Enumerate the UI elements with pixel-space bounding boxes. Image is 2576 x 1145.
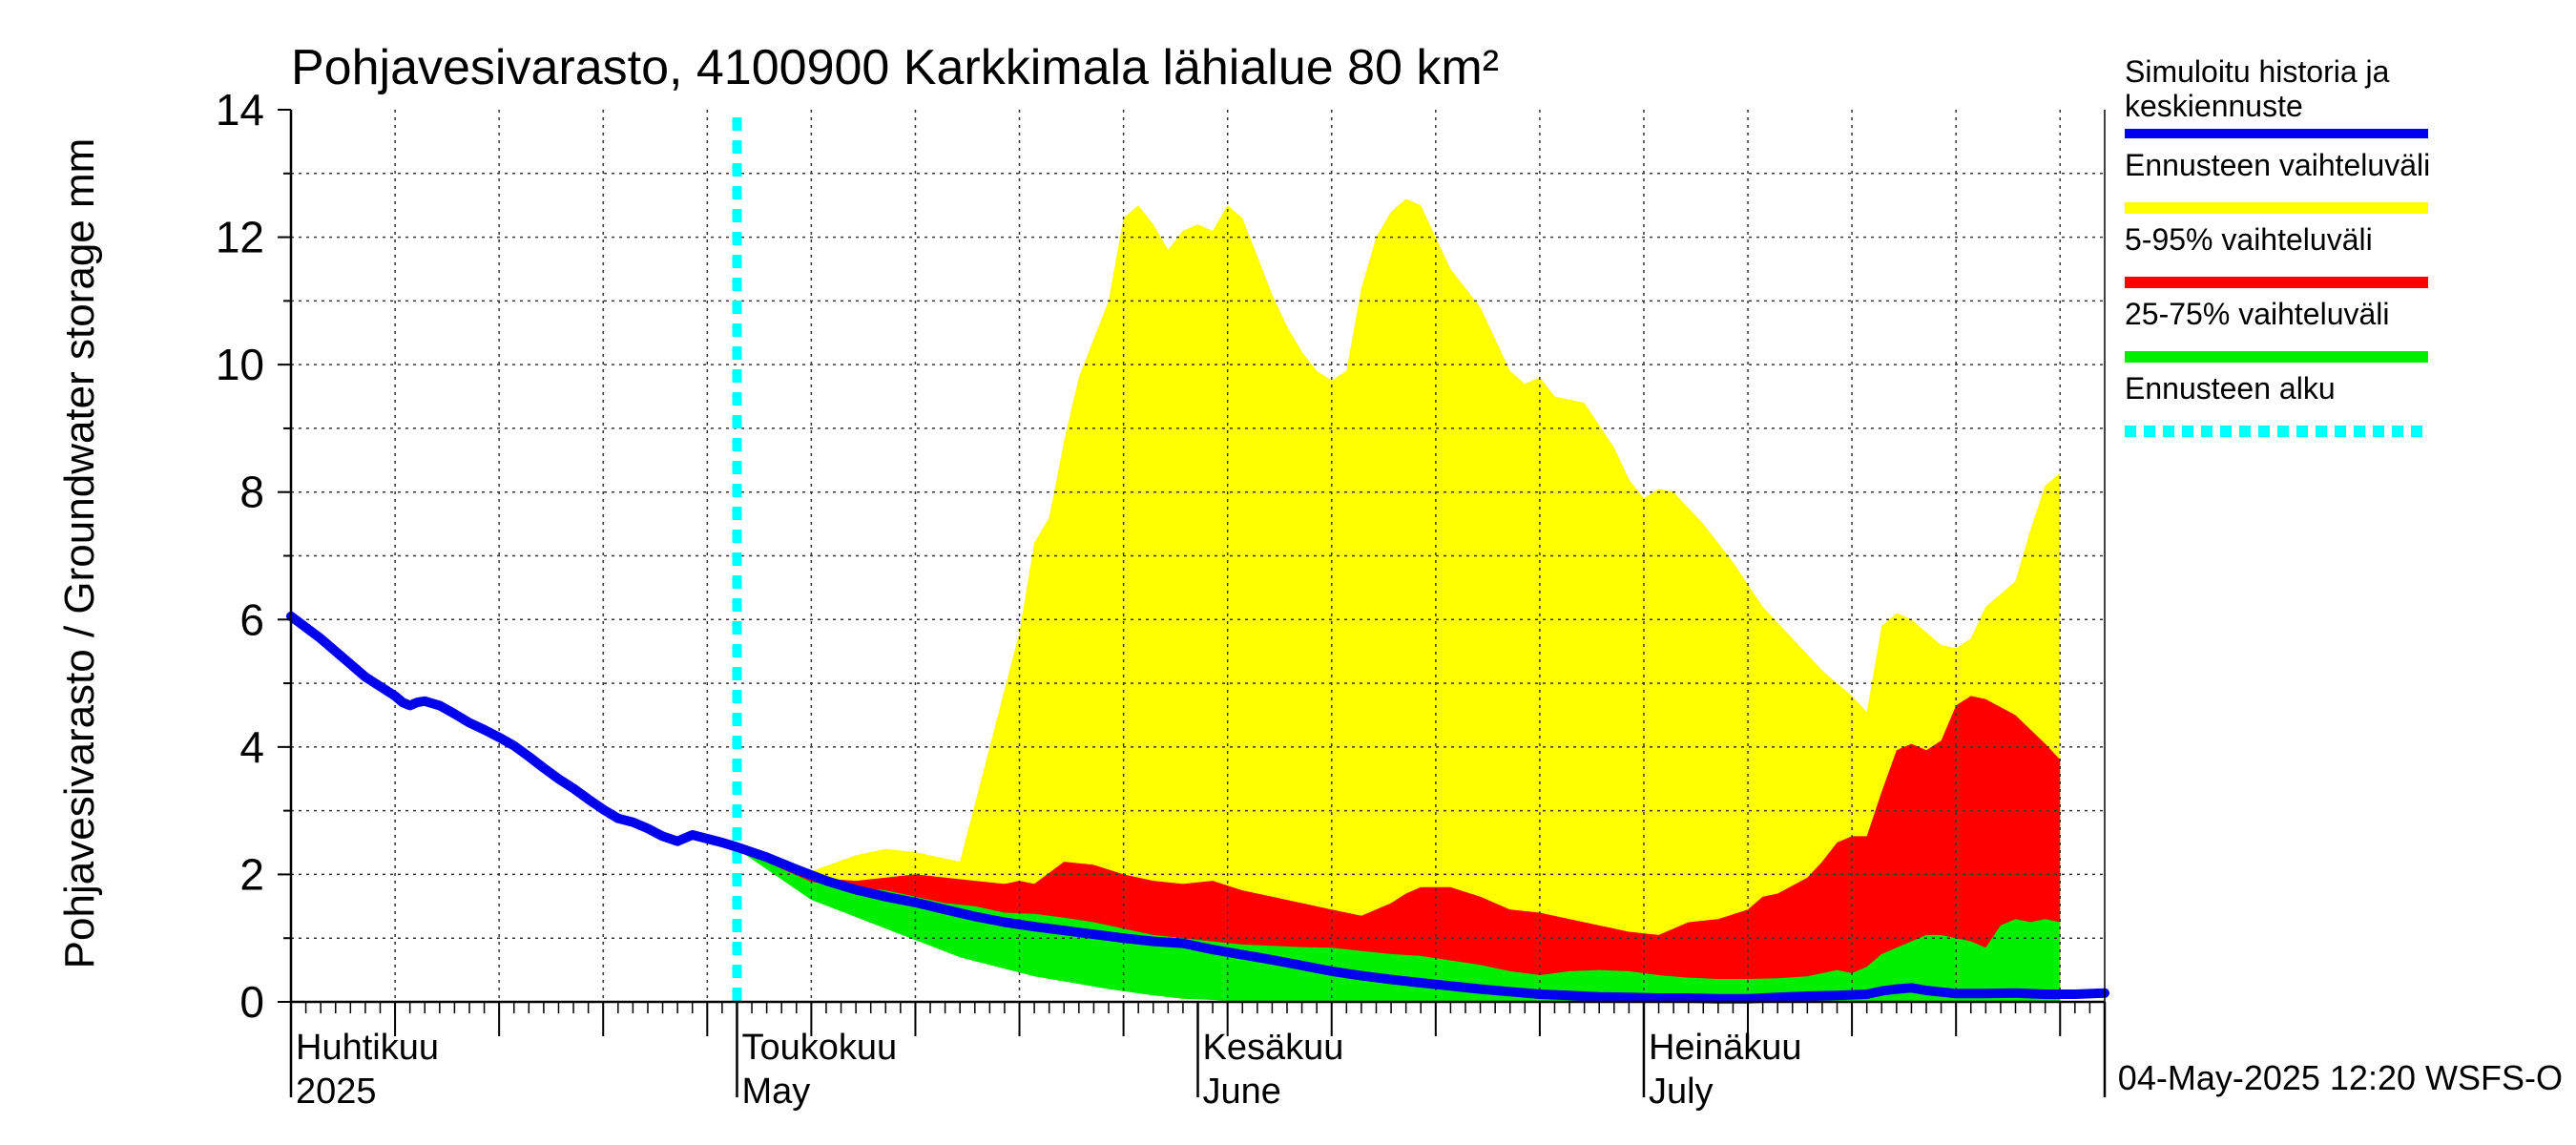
y-tick-label: 2 bbox=[239, 849, 264, 899]
y-tick-label: 10 bbox=[216, 340, 264, 389]
month-label-en: May bbox=[741, 1072, 810, 1112]
mean-series-polyline bbox=[286, 611, 2109, 1004]
y-tick-label: 14 bbox=[216, 85, 264, 135]
y-tick-label: 6 bbox=[239, 594, 264, 644]
month-label-fi: Huhtikuu bbox=[296, 1028, 439, 1068]
legend-label-5-95: 5-95% vaihteluväli bbox=[2125, 222, 2373, 257]
legend-label-mean: Simuloitu historia ja keskiennuste bbox=[2125, 54, 2390, 123]
footer-timestamp: 04-May-2025 12:20 WSFS-O bbox=[2118, 1058, 2563, 1097]
y-axis-label: Pohjavesivarasto / Groundwater storage m… bbox=[56, 138, 103, 969]
mean-series-line bbox=[286, 611, 2109, 1004]
y-tick-labels: 0 2 4 6 8 10 12 14 bbox=[216, 85, 264, 1027]
legend: Simuloitu historia ja keskiennuste Ennuste… bbox=[2125, 54, 2430, 437]
month-label-fi: Kesäkuu bbox=[1203, 1028, 1344, 1068]
legend-label-range: Ennusteen vaihteluväli bbox=[2125, 148, 2430, 182]
month-label-fi: Heinäkuu bbox=[1649, 1028, 1802, 1068]
band-range-yellow bbox=[737, 198, 2061, 1002]
month-label-en: 2025 bbox=[296, 1072, 377, 1112]
y-tick-label: 8 bbox=[239, 468, 264, 517]
y-tick-label: 4 bbox=[239, 722, 264, 772]
y-tick-label: 0 bbox=[239, 977, 264, 1027]
legend-label-25-75: 25-75% vaihteluväli bbox=[2125, 297, 2390, 331]
axes bbox=[278, 109, 2107, 1097]
band-25-75-green bbox=[737, 848, 2061, 1002]
month-label-en: July bbox=[1649, 1072, 1714, 1112]
grid-lines bbox=[291, 110, 2105, 1002]
month-label-en: June bbox=[1203, 1072, 1281, 1112]
month-label-fi: Toukokuu bbox=[741, 1028, 897, 1068]
forecast-bands bbox=[737, 198, 2061, 1002]
chart-title: Pohjavesivarasto, 4100900 Karkkimala läh… bbox=[291, 40, 1499, 95]
y-tick-label: 12 bbox=[216, 213, 264, 262]
legend-label-forecast-start: Ennusteen alku bbox=[2125, 371, 2336, 406]
